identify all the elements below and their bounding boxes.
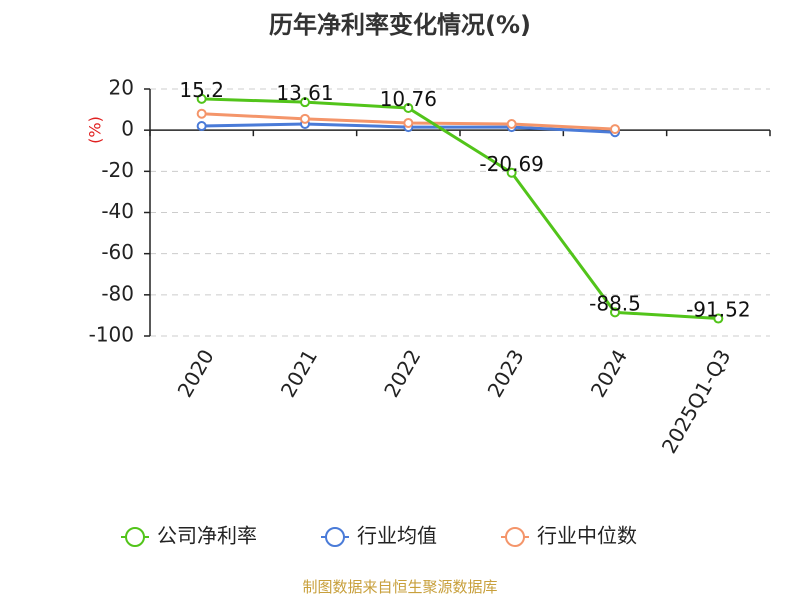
- x-tick-label-0: 2020: [173, 345, 219, 401]
- y-tick-label-2: -20: [101, 158, 134, 182]
- series-2-point-4: [610, 124, 620, 135]
- legend-label-0: 公司净利率: [157, 524, 257, 548]
- y-tick-label-4: -60: [101, 240, 134, 264]
- x-tick-label-4: 2024: [586, 345, 632, 401]
- y-tick-label-0: 20: [109, 76, 134, 100]
- source-note: 制图数据来自恒生聚源数据库: [302, 578, 497, 596]
- series-2-point-0: [196, 108, 207, 119]
- data-label-4: -88.5: [589, 291, 641, 315]
- series-0-point-2: [403, 103, 414, 114]
- data-label-0: 15.2: [179, 78, 224, 102]
- series-0-point-0: [196, 93, 207, 104]
- x-tick-label-5: 2025Q1-Q3: [657, 345, 736, 457]
- series-2-point-1: [300, 113, 310, 124]
- x-tick-label-1: 2021: [276, 345, 322, 401]
- x-tick-label-3: 2023: [483, 345, 529, 401]
- series-layer: [196, 93, 724, 324]
- series-0-point-4: [610, 307, 620, 318]
- chart-title: 历年净利率变化情况(%): [269, 11, 531, 39]
- legend: 公司净利率 行业均值 行业中位数: [121, 524, 637, 548]
- legend-marker-0: [125, 527, 145, 547]
- y-tick-label-6: -100: [89, 323, 134, 347]
- legend-label-1: 行业均值: [357, 524, 437, 548]
- data-label-3: -20.69: [479, 152, 543, 176]
- series-0-point-5: [713, 313, 724, 324]
- data-label-layer: 15.2 13.61 10.76 -20.69 -88.5 -91.52: [179, 78, 750, 322]
- y-axis-label: (%): [86, 116, 105, 144]
- x-tick-label-2: 2022: [379, 345, 425, 401]
- legend-marker-2: [505, 527, 525, 547]
- axis-layer: 20 0 -20 -40 -60 -80 -100 2020 2021 2022 2023 2024 2…: [89, 76, 771, 458]
- grid-layer: [150, 88, 770, 337]
- series-2-point-2: [403, 117, 414, 128]
- series-0-point-1: [300, 97, 310, 108]
- y-tick-label-3: -40: [101, 199, 134, 223]
- legend-label-2: 行业中位数: [537, 524, 637, 548]
- series-0-point-3: [506, 167, 517, 178]
- series-2-point-3: [506, 118, 517, 129]
- data-label-5: -91.52: [686, 298, 750, 322]
- series-line-0: [201, 97, 719, 321]
- y-tick-label-5: -80: [101, 281, 134, 305]
- data-label-2: 10.76: [380, 87, 437, 111]
- series-1-point-0: [196, 121, 207, 132]
- y-tick-label-1: 0: [121, 117, 134, 141]
- data-label-1: 13.61: [276, 81, 333, 105]
- legend-marker-1: [325, 527, 345, 547]
